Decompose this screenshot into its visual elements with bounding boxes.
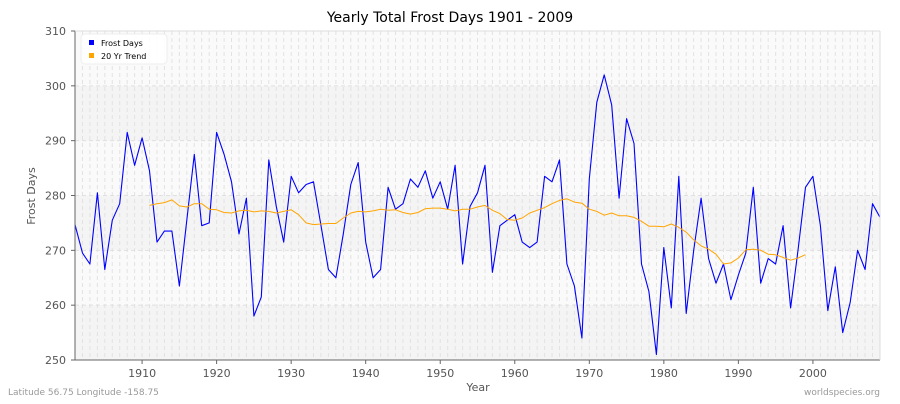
legend: Frost Days 20 Yr Trend	[80, 33, 168, 65]
y-tick-label: 310	[45, 25, 66, 38]
y-tick-label: 270	[45, 244, 66, 257]
legend-label-frost-days: Frost Days	[101, 39, 143, 48]
axes: 250 260 270 280 290 300 310 1910 1920 1930 1940 195…	[45, 25, 881, 380]
legend-swatch-20yr-trend	[89, 53, 94, 58]
x-tick-label: 1910	[128, 367, 156, 380]
x-tick-label: 1980	[650, 367, 678, 380]
x-tick-label: 1970	[575, 367, 603, 380]
frost-days-line	[74, 74, 881, 356]
x-tick-label: 1960	[501, 367, 529, 380]
x-tick-label: 2000	[799, 367, 827, 380]
footer-location: Latitude 56.75 Longitude -158.75	[8, 388, 159, 398]
y-tick-label: 280	[45, 190, 66, 203]
x-tick-label: 1920	[203, 367, 231, 380]
y-tick-label: 250	[45, 354, 66, 367]
footer-source: worldspecies.org	[804, 388, 880, 398]
chart-title: Yearly Total Frost Days 1901 - 2009	[326, 10, 573, 26]
series-lines	[74, 74, 881, 356]
y-tick-label: 260	[45, 299, 66, 312]
y-tick-label: 290	[45, 135, 66, 148]
x-tick-label: 1950	[426, 367, 454, 380]
trend-line	[149, 198, 806, 265]
x-tick-label: 1990	[724, 367, 752, 380]
legend-label-20yr-trend: 20 Yr Trend	[101, 52, 146, 61]
y-axis-label: Frost Days	[25, 167, 38, 225]
legend-swatch-frost-days	[89, 40, 94, 45]
x-tick-label: 1930	[277, 367, 305, 380]
x-axis-label: Year	[465, 381, 490, 394]
x-tick-label: 1940	[352, 367, 380, 380]
legend-box	[80, 33, 168, 65]
y-tick-label: 300	[45, 80, 66, 93]
